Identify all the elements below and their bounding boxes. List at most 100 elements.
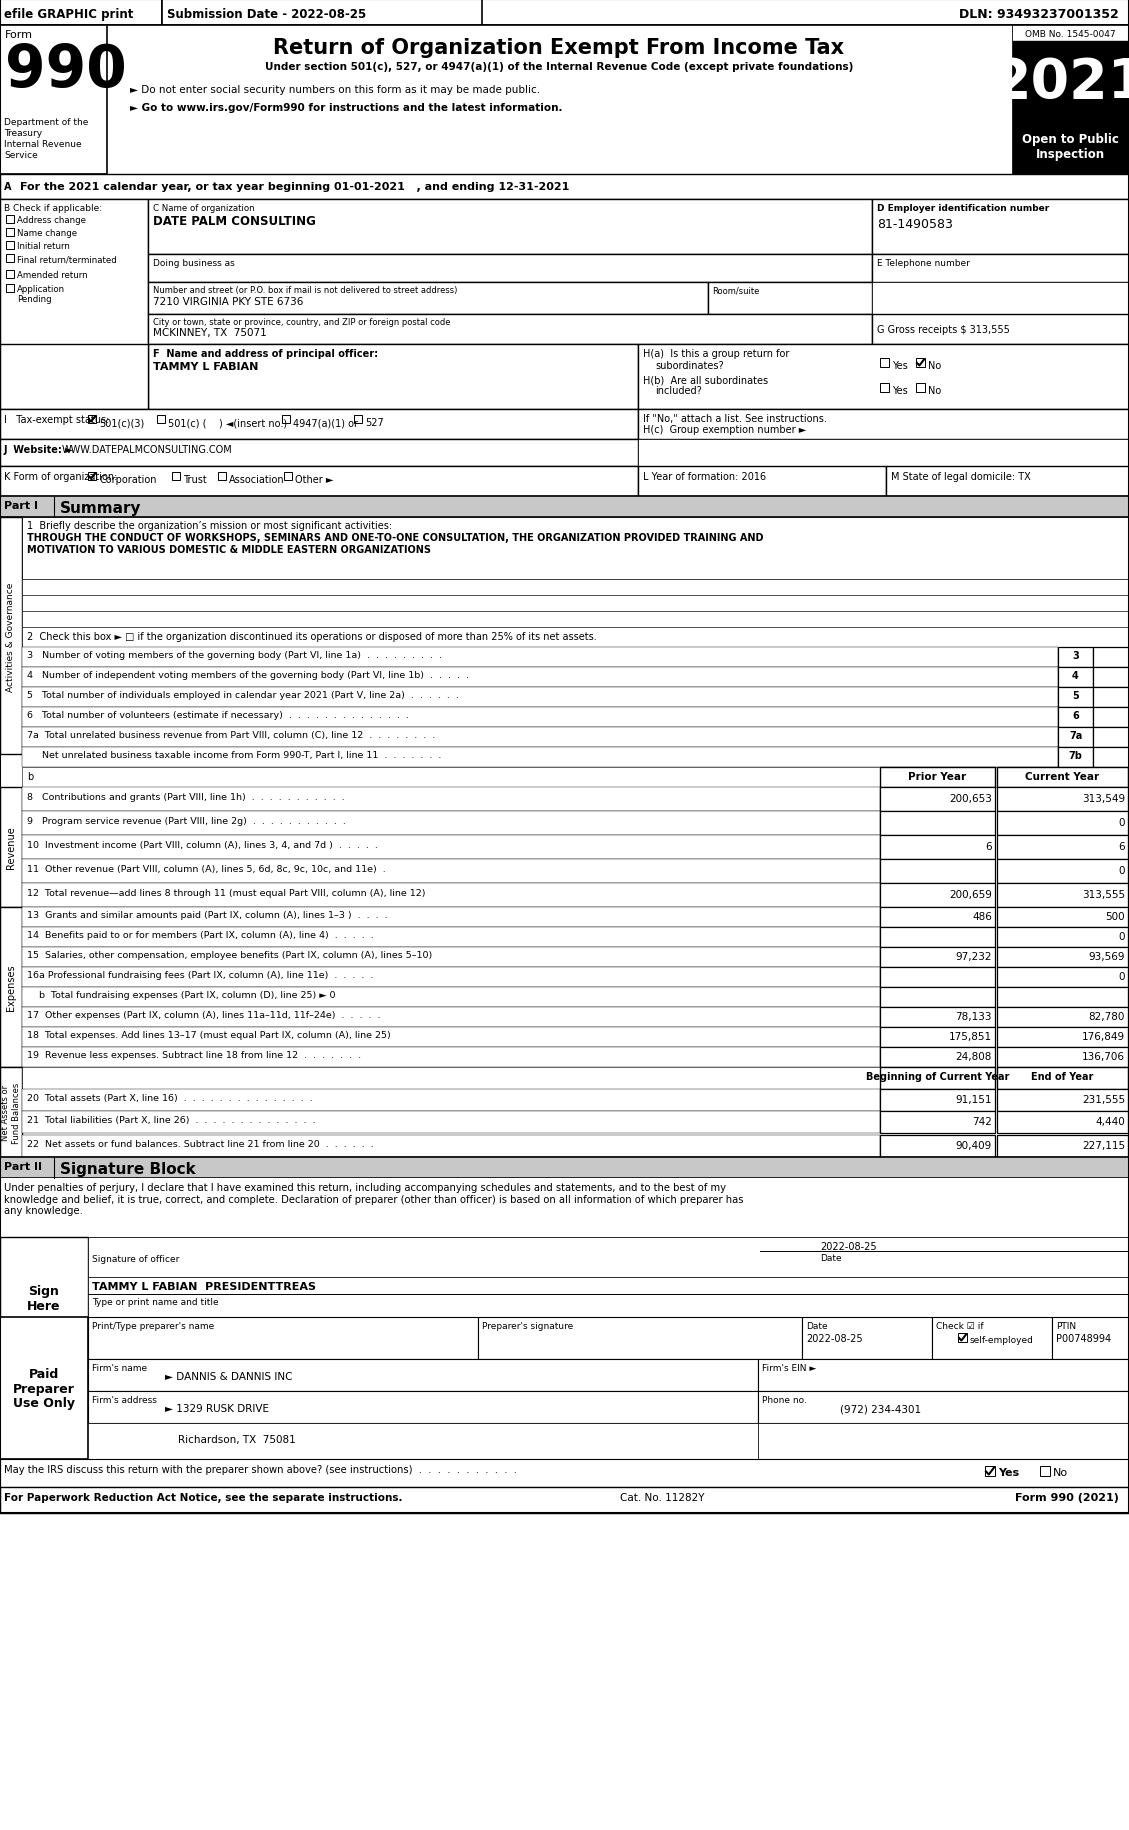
Text: For Paperwork Reduction Act Notice, see the separate instructions.: For Paperwork Reduction Act Notice, see …: [5, 1491, 403, 1502]
Text: Firm's name: Firm's name: [91, 1363, 147, 1372]
Bar: [148, 254, 872, 284]
Text: I   Tax-exempt status:: I Tax-exempt status:: [5, 415, 110, 425]
Text: Cat. No. 11282Y: Cat. No. 11282Y: [620, 1491, 704, 1502]
Bar: [0, 344, 148, 410]
Text: 313,555: 313,555: [1082, 889, 1124, 900]
Text: ► Go to www.irs.gov/Form990 for instructions and the latest information.: ► Go to www.irs.gov/Form990 for instruct…: [130, 102, 562, 113]
Text: 500: 500: [1105, 911, 1124, 922]
Bar: [872, 254, 1129, 284]
Bar: [916, 384, 925, 393]
Text: Summary: Summary: [60, 501, 141, 516]
Bar: [0, 1177, 1129, 1237]
Bar: [638, 410, 1129, 439]
Text: 81-1490583: 81-1490583: [877, 218, 953, 231]
Bar: [997, 787, 1128, 811]
Text: 7a  Total unrelated business revenue from Part VIII, column (C), line 12  .  .  : 7a Total unrelated business revenue from…: [27, 730, 436, 739]
Bar: [88, 1237, 1129, 1277]
Bar: [0, 496, 1129, 518]
Text: Activities & Governance: Activities & Governance: [7, 582, 16, 692]
Bar: [21, 860, 879, 884]
Bar: [997, 928, 1128, 948]
Text: TAMMY L FABIAN  PRESIDENTTREAS: TAMMY L FABIAN PRESIDENTTREAS: [91, 1281, 316, 1292]
Bar: [1093, 688, 1129, 708]
Text: DATE PALM CONSULTING: DATE PALM CONSULTING: [154, 214, 316, 229]
Text: Name change: Name change: [17, 229, 77, 238]
Bar: [879, 988, 995, 1008]
Text: included?: included?: [655, 386, 702, 395]
Text: P00748994: P00748994: [1056, 1334, 1111, 1343]
Bar: [0, 518, 21, 754]
Text: 1  Briefly describe the organization’s mission or most significant activities:: 1 Briefly describe the organization’s mi…: [27, 522, 392, 531]
Text: 11  Other revenue (Part VIII, column (A), lines 5, 6d, 8c, 9c, 10c, and 11e)  .: 11 Other revenue (Part VIII, column (A),…: [27, 864, 386, 873]
Text: Doing business as: Doing business as: [154, 258, 235, 267]
Text: H(c)  Group exemption number ►: H(c) Group exemption number ►: [644, 425, 806, 436]
Text: 7210 VIRGINIA PKY STE 6736: 7210 VIRGINIA PKY STE 6736: [154, 296, 304, 307]
Text: D Employer identification number: D Employer identification number: [877, 203, 1049, 212]
Text: Final return/terminated: Final return/terminated: [17, 254, 116, 264]
Text: 4: 4: [1073, 670, 1079, 681]
Bar: [21, 1067, 879, 1089]
Text: Yes: Yes: [892, 386, 908, 395]
Bar: [638, 344, 1129, 410]
Text: End of Year: End of Year: [1031, 1071, 1094, 1082]
Text: 19  Revenue less expenses. Subtract line 18 from line 12  .  .  .  .  .  .  .: 19 Revenue less expenses. Subtract line …: [27, 1050, 361, 1060]
Text: C Name of organization: C Name of organization: [154, 203, 255, 212]
Bar: [21, 928, 879, 948]
Bar: [879, 384, 889, 393]
Text: ► Do not enter social security numbers on this form as it may be made public.: ► Do not enter social security numbers o…: [130, 84, 540, 95]
Bar: [285, 472, 292, 481]
Bar: [157, 415, 165, 425]
Text: J  Website: ►: J Website: ►: [5, 445, 73, 454]
Bar: [872, 284, 1129, 315]
Bar: [1093, 728, 1129, 748]
Bar: [21, 708, 1058, 728]
Text: Richardson, TX  75081: Richardson, TX 75081: [165, 1435, 296, 1444]
Text: 200,653: 200,653: [949, 794, 992, 803]
Text: K Form of organization:: K Form of organization:: [5, 472, 117, 481]
Text: Form: Form: [5, 29, 33, 40]
Bar: [997, 1027, 1128, 1047]
Bar: [872, 315, 1129, 344]
Text: ► DANNIS & DANNIS INC: ► DANNIS & DANNIS INC: [165, 1371, 292, 1382]
Bar: [21, 884, 879, 908]
Bar: [0, 1459, 1129, 1488]
Bar: [0, 410, 638, 439]
Bar: [1058, 748, 1093, 767]
Text: B Check if applicable:: B Check if applicable:: [5, 203, 102, 212]
Text: 3: 3: [1128, 651, 1129, 662]
Text: For the 2021 calendar year, or tax year beginning 01-01-2021   , and ending 12-3: For the 2021 calendar year, or tax year …: [20, 181, 569, 192]
Text: 501(c) (    ) ◄(insert no.): 501(c) ( ) ◄(insert no.): [168, 417, 287, 428]
Text: 8   Contributions and grants (Part VIII, line 1h)  .  .  .  .  .  .  .  .  .  . : 8 Contributions and grants (Part VIII, l…: [27, 792, 344, 802]
Bar: [997, 908, 1128, 928]
Bar: [148, 284, 708, 315]
Bar: [879, 1027, 995, 1047]
Bar: [148, 315, 872, 344]
Text: No: No: [1053, 1468, 1068, 1477]
Bar: [1093, 708, 1129, 728]
Text: Beginning of Current Year: Beginning of Current Year: [866, 1071, 1009, 1082]
Text: Address change: Address change: [17, 216, 86, 225]
Text: 6   Total number of volunteers (estimate if necessary)  .  .  .  .  .  .  .  .  : 6 Total number of volunteers (estimate i…: [27, 710, 409, 719]
Bar: [879, 1008, 995, 1027]
Bar: [6, 242, 14, 251]
Bar: [0, 26, 1129, 176]
Text: 2: 2: [1128, 692, 1129, 701]
Bar: [282, 415, 290, 425]
Bar: [0, 1157, 1129, 1179]
Bar: [802, 1318, 933, 1360]
Bar: [21, 988, 879, 1008]
Text: 0: 0: [1128, 672, 1129, 681]
Bar: [21, 580, 1129, 597]
Bar: [879, 811, 995, 836]
Bar: [997, 1008, 1128, 1027]
Text: Sign
Here: Sign Here: [27, 1285, 61, 1312]
Text: 486: 486: [972, 911, 992, 922]
Text: Submission Date - 2022-08-25: Submission Date - 2022-08-25: [167, 7, 366, 20]
Bar: [758, 1424, 1129, 1459]
Bar: [879, 359, 889, 368]
Bar: [984, 1466, 995, 1477]
Text: Pending: Pending: [17, 295, 52, 304]
Text: 15  Salaries, other compensation, employee benefits (Part IX, column (A), lines : 15 Salaries, other compensation, employe…: [27, 950, 432, 959]
Bar: [6, 271, 14, 278]
Text: 990: 990: [5, 42, 126, 99]
